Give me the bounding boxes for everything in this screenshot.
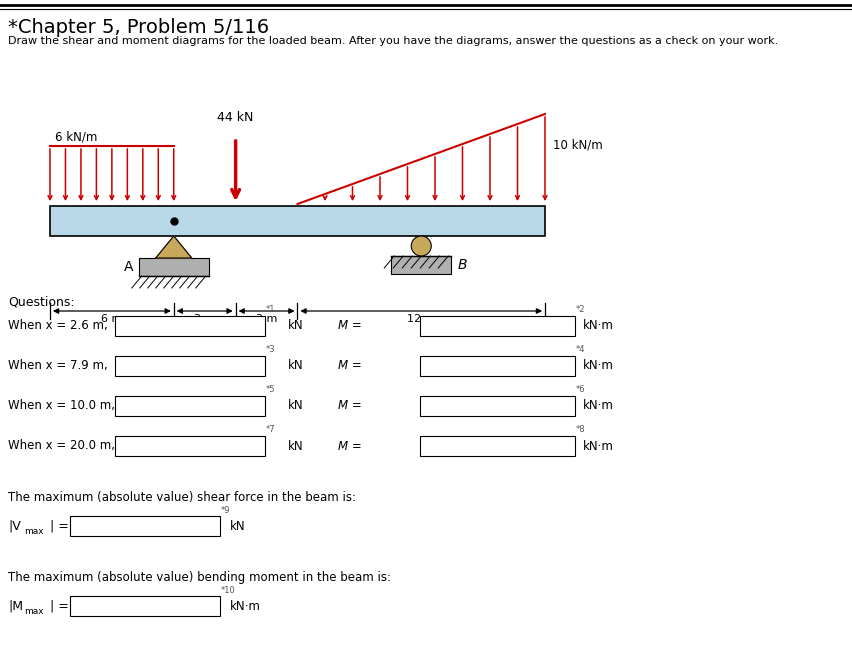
Bar [419, 436, 574, 456]
Bar [70, 516, 220, 536]
Text: *3: *3 [266, 345, 275, 354]
Text: M =: M = [337, 440, 361, 452]
Text: |V: |V [8, 519, 20, 533]
Text: kN: kN [230, 519, 245, 533]
Text: kN: kN [288, 360, 303, 372]
Text: M =: M = [337, 400, 361, 412]
Text: *1: *1 [266, 305, 275, 314]
Bar [419, 356, 574, 376]
Text: kN·m: kN·m [582, 360, 613, 372]
Text: 3 m: 3 m [256, 314, 277, 324]
Text: *10: *10 [221, 586, 235, 595]
Text: A: A [124, 260, 134, 274]
Bar [419, 316, 574, 336]
Text: *9: *9 [221, 506, 230, 515]
Text: 12 m: 12 m [406, 314, 435, 324]
Bar [115, 356, 265, 376]
Bar [391, 256, 451, 274]
Text: kN: kN [288, 400, 303, 412]
Text: 6 kN/m: 6 kN/m [55, 130, 97, 143]
Text: The maximum (absolute value) shear force in the beam is:: The maximum (absolute value) shear force… [8, 491, 355, 504]
Text: *8: *8 [575, 425, 585, 434]
Text: max: max [24, 527, 43, 535]
Text: When x = 2.6 m,  V =: When x = 2.6 m, V = [8, 320, 136, 332]
Text: kN·m: kN·m [582, 440, 613, 452]
Text: M =: M = [337, 320, 361, 332]
Text: *6: *6 [575, 385, 585, 394]
Text: B: B [457, 258, 466, 272]
Bar [139, 258, 209, 276]
Bar [115, 396, 265, 416]
Text: kN: kN [288, 320, 303, 332]
Text: 6 m: 6 m [101, 314, 123, 324]
Text: *Chapter 5, Problem 5/116: *Chapter 5, Problem 5/116 [8, 18, 269, 37]
Bar [115, 436, 265, 456]
Text: |M: |M [8, 599, 23, 613]
Text: 10 kN/m: 10 kN/m [552, 139, 602, 152]
Text: *2: *2 [575, 305, 584, 314]
Text: kN·m: kN·m [582, 400, 613, 412]
Text: When x = 7.9 m,  V =: When x = 7.9 m, V = [8, 360, 136, 372]
Text: kN·m: kN·m [582, 320, 613, 332]
Text: 44 kN: 44 kN [217, 111, 254, 124]
Text: *7: *7 [266, 425, 275, 434]
Bar [70, 596, 220, 616]
Text: kN: kN [288, 440, 303, 452]
Circle shape [411, 236, 431, 256]
Text: *4: *4 [575, 345, 584, 354]
Text: Draw the shear and moment diagrams for the loaded beam. After you have the diagr: Draw the shear and moment diagrams for t… [8, 36, 777, 46]
Bar [419, 396, 574, 416]
Text: *5: *5 [266, 385, 275, 394]
Text: | =: | = [50, 599, 69, 613]
Text: Questions:: Questions: [8, 296, 74, 309]
Polygon shape [156, 236, 192, 258]
Text: max: max [24, 607, 43, 615]
Bar [115, 316, 265, 336]
Text: 3 m: 3 m [193, 314, 215, 324]
Text: kN·m: kN·m [230, 599, 261, 613]
Bar [50, 206, 544, 236]
Text: When x = 10.0 m,  V =: When x = 10.0 m, V = [8, 400, 144, 412]
Text: M =: M = [337, 360, 361, 372]
Text: The maximum (absolute value) bending moment in the beam is:: The maximum (absolute value) bending mom… [8, 571, 390, 584]
Text: | =: | = [50, 519, 69, 533]
Text: When x = 20.0 m,  V =: When x = 20.0 m, V = [8, 440, 144, 452]
